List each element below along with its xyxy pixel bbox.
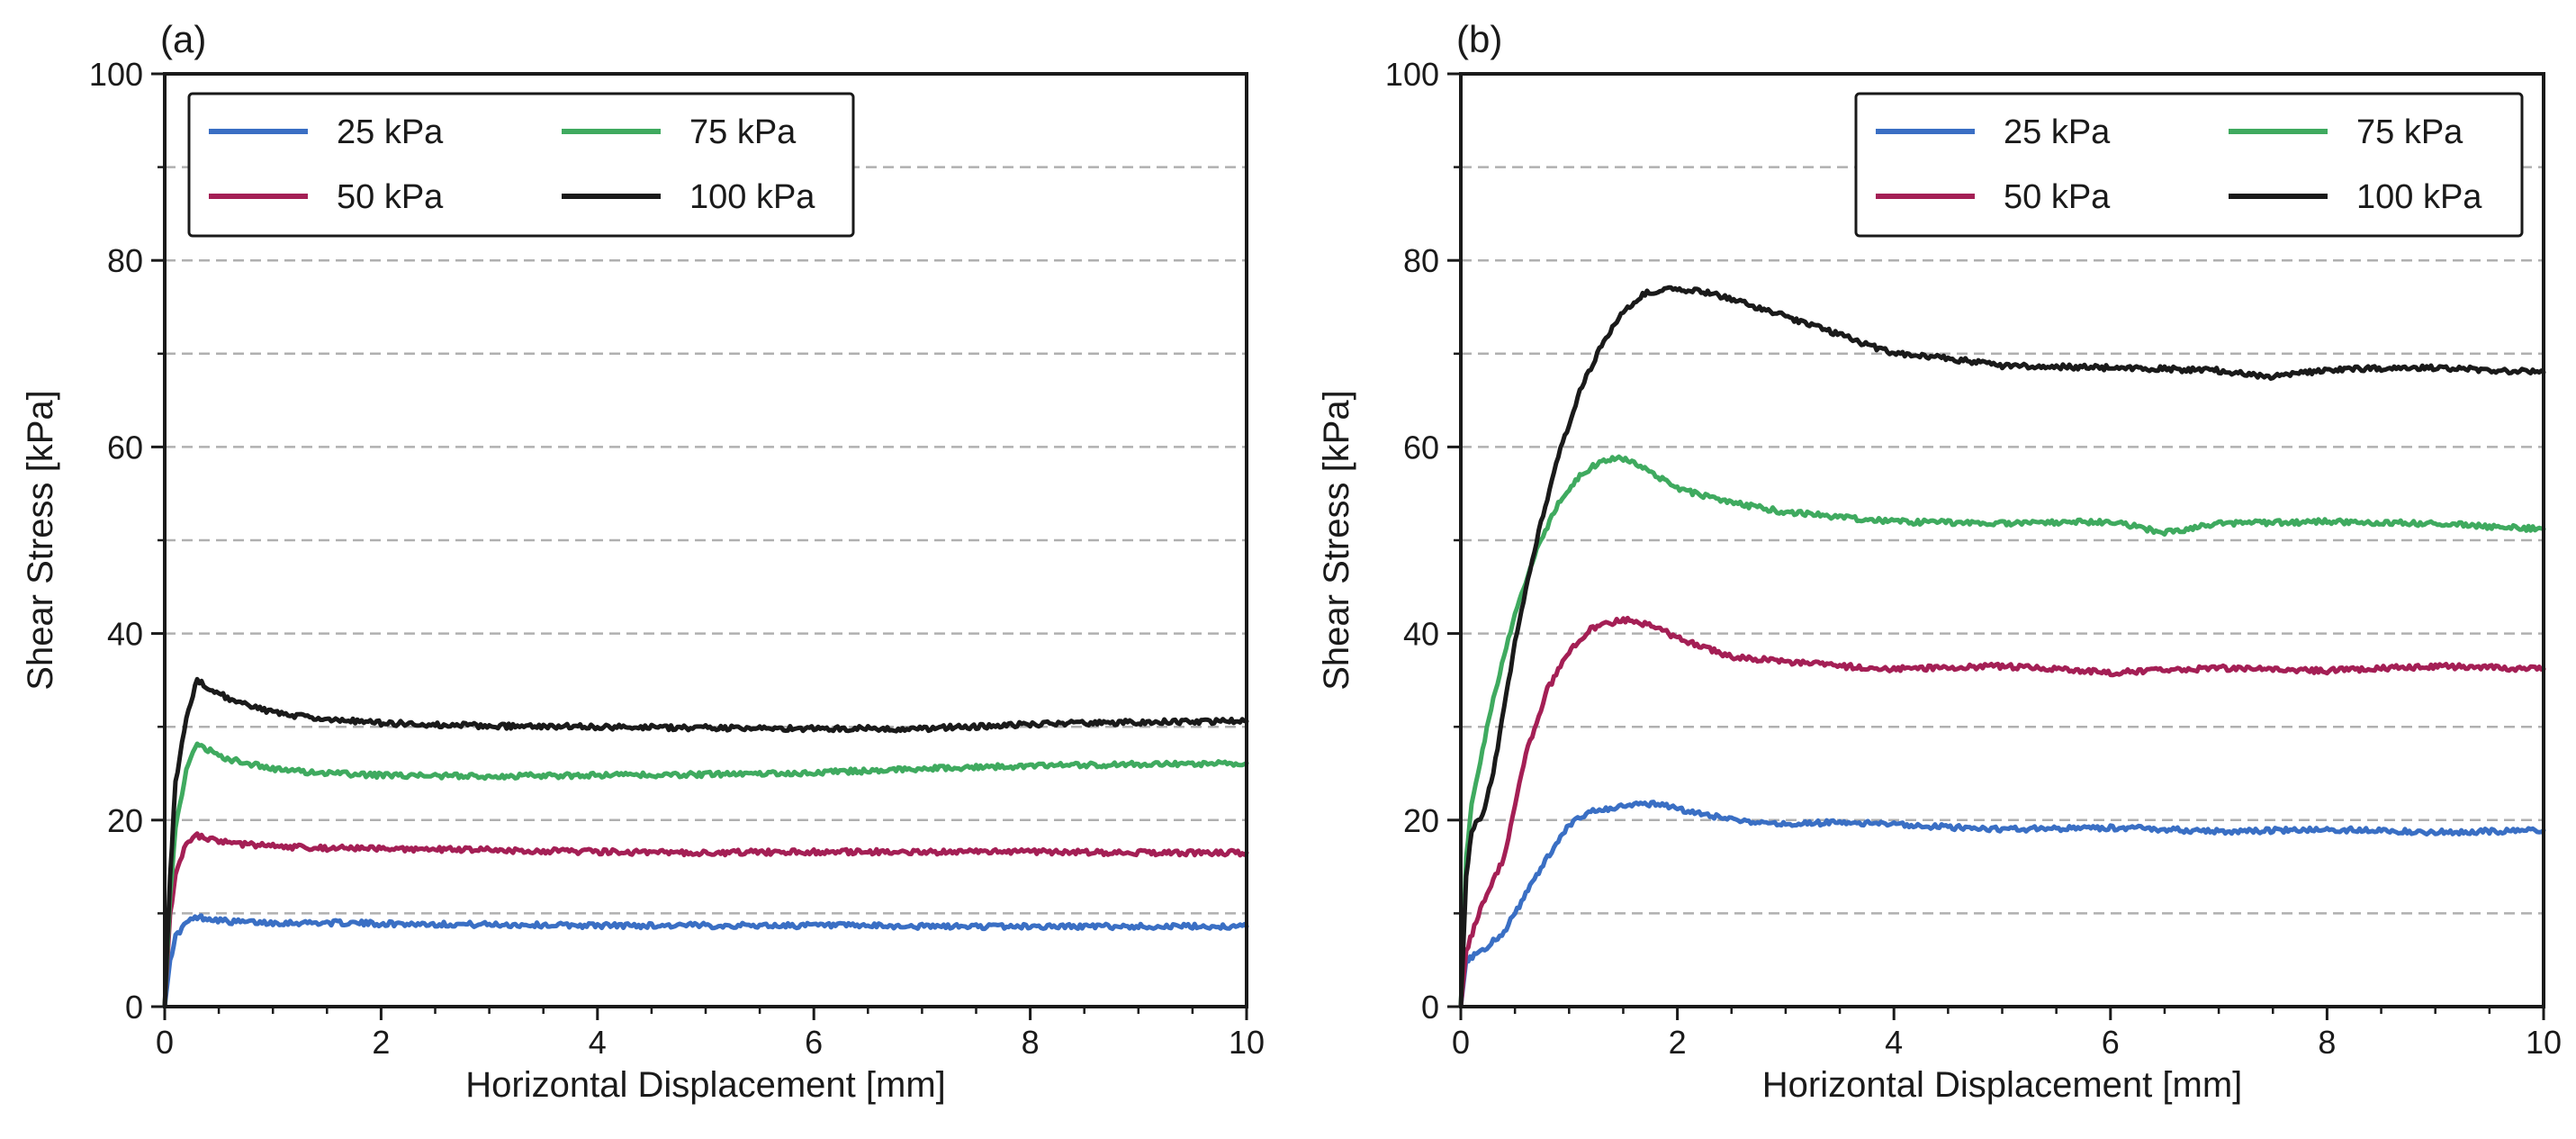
legend-box bbox=[187, 92, 855, 238]
axes-frame bbox=[1459, 72, 2545, 1008]
legend-label: 75 kPa bbox=[689, 113, 797, 151]
legend-label: 50 kPa bbox=[337, 178, 444, 216]
legend-box bbox=[1854, 92, 2524, 238]
x-tick-label: 4 bbox=[1885, 1024, 1903, 1061]
y-tick-label: 80 bbox=[1403, 242, 1439, 279]
y-axis-label: Shear Stress [kPa] bbox=[21, 390, 60, 690]
series-line-25-kpa bbox=[162, 913, 1249, 1009]
series-line-50-kpa bbox=[162, 831, 1249, 1009]
series-line-75-kpa bbox=[162, 741, 1249, 1009]
y-tick-label: 20 bbox=[107, 802, 143, 839]
y-tick-label: 100 bbox=[1385, 56, 1439, 93]
series-line-100-kpa bbox=[1458, 285, 2546, 1009]
legend-label: 100 kPa bbox=[689, 178, 815, 216]
x-tick-label: 0 bbox=[1452, 1024, 1470, 1061]
x-axis-label: Horizontal Displacement [mm] bbox=[465, 1065, 946, 1105]
y-tick-label: 40 bbox=[1403, 616, 1439, 653]
y-tick-label: 0 bbox=[125, 989, 143, 1026]
y-tick-label: 100 bbox=[89, 56, 143, 93]
legend-label: 50 kPa bbox=[2004, 178, 2111, 216]
series-line-25-kpa bbox=[1458, 800, 2546, 1009]
x-tick-label: 10 bbox=[1229, 1024, 1265, 1061]
x-tick-label: 2 bbox=[372, 1024, 390, 1061]
legend-label: 75 kPa bbox=[2356, 113, 2463, 151]
panel-label: (b) bbox=[1456, 18, 1502, 60]
x-tick-label: 4 bbox=[589, 1024, 607, 1061]
x-tick-label: 2 bbox=[1669, 1024, 1687, 1061]
y-tick-label: 0 bbox=[1421, 989, 1439, 1026]
series-line-75-kpa bbox=[1458, 454, 2546, 1009]
panel-label: (a) bbox=[160, 18, 206, 60]
axes-frame bbox=[163, 72, 1248, 1008]
x-tick-label: 8 bbox=[1022, 1024, 1040, 1061]
legend-label: 25 kPa bbox=[2004, 113, 2111, 151]
x-tick-label: 6 bbox=[805, 1024, 823, 1061]
y-tick-label: 80 bbox=[107, 242, 143, 279]
y-tick-label: 20 bbox=[1403, 802, 1439, 839]
y-tick-label: 60 bbox=[1403, 429, 1439, 466]
y-axis-label: Shear Stress [kPa] bbox=[1317, 390, 1356, 690]
legend-label: 100 kPa bbox=[2356, 178, 2482, 216]
series-line-50-kpa bbox=[1458, 615, 2546, 1009]
y-tick-label: 40 bbox=[107, 616, 143, 653]
x-tick-label: 6 bbox=[2102, 1024, 2120, 1061]
legend-label: 25 kPa bbox=[337, 113, 444, 151]
y-tick-label: 60 bbox=[107, 429, 143, 466]
x-tick-label: 10 bbox=[2526, 1024, 2562, 1061]
series-line-100-kpa bbox=[162, 676, 1249, 1009]
x-tick-label: 8 bbox=[2318, 1024, 2336, 1061]
x-axis-label: Horizontal Displacement [mm] bbox=[1762, 1065, 2243, 1105]
x-tick-label: 0 bbox=[156, 1024, 174, 1061]
